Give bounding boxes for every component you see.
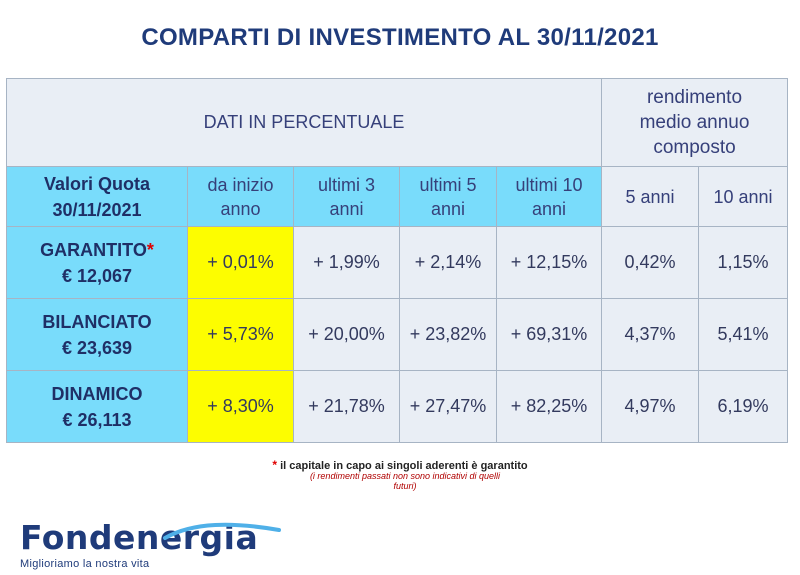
col-header-u3-line-1: ultimi 3 xyxy=(317,174,375,195)
col-header-inizio-anno: da inizio anno xyxy=(187,166,294,227)
col-header-u5-line-1: ultimi 5 xyxy=(419,174,477,195)
cell-ultimi-10: + 69,31% xyxy=(496,298,602,371)
col-header-ultimi-5: ultimi 5 anni xyxy=(399,166,497,227)
cell-inizio-anno: + 8,30% xyxy=(187,370,294,443)
asterisk-mark: * xyxy=(146,239,154,260)
header-right-line-1: rendimento xyxy=(646,87,743,108)
row-label-bilanciato: BILANCIATO € 23,639 xyxy=(6,298,188,371)
row-label-dinamico: DINAMICO € 26,113 xyxy=(6,370,188,443)
col-header-u10-line-2: anni xyxy=(531,198,567,219)
footnote-garantito: * il capitale in capo ai singoli aderent… xyxy=(0,458,800,472)
cell-composto-5: 4,37% xyxy=(601,298,699,371)
header-dati-percentuale: DATI IN PERCENTUALE xyxy=(6,78,602,167)
cell-composto-5: 4,97% xyxy=(601,370,699,443)
col-header-u5-line-2: anni xyxy=(430,198,466,219)
header-rendimento-composto: rendimento medio annuo composto xyxy=(601,78,788,167)
col-header-ultimi-3: ultimi 3 anni xyxy=(293,166,400,227)
table-row-bilanciato: BILANCIATO € 23,639 + 5,73% + 20,00% + 2… xyxy=(6,298,788,371)
disclaimer-line-2: futuri) xyxy=(393,481,417,491)
row-label-garantito: GARANTITO* € 12,067 xyxy=(6,226,188,299)
col-header-u3-line-2: anni xyxy=(329,198,364,219)
header-row-2: Valori Quota 30/11/2021 da inizio anno u… xyxy=(6,166,788,227)
col-header-10-anni: 10 anni xyxy=(698,166,788,227)
logo-tagline: Miglioriamo la nostra vita xyxy=(20,558,150,570)
cell-ultimi-5: + 2,14% xyxy=(399,226,497,299)
table-row-dinamico: DINAMICO € 26,113 + 8,30% + 21,78% + 27,… xyxy=(6,370,788,443)
row-name: GARANTITO xyxy=(40,239,147,260)
col-header-valori-quota: Valori Quota 30/11/2021 xyxy=(6,166,188,227)
row-quota: € 26,113 xyxy=(62,409,132,430)
col-header-inizio-line-2: anno xyxy=(220,198,261,219)
cell-ultimi-3: + 1,99% xyxy=(293,226,400,299)
row-quota: € 12,067 xyxy=(61,265,133,286)
header-right-line-2: medio annuo xyxy=(639,112,750,133)
col-header-valori-line-1: Valori Quota xyxy=(43,173,151,194)
disclaimer-line-1: (i rendimenti passati non sono indicativ… xyxy=(309,471,501,481)
logo-swoosh-icon xyxy=(163,522,281,540)
col-header-u10-line-1: ultimi 10 xyxy=(515,174,583,195)
cell-ultimi-3: + 20,00% xyxy=(293,298,400,371)
page-title: COMPARTI DI INVESTIMENTO AL 30/11/2021 xyxy=(141,24,659,51)
row-name: BILANCIATO xyxy=(42,311,152,332)
cell-composto-10: 5,41% xyxy=(698,298,788,371)
cell-inizio-anno: + 0,01% xyxy=(187,226,294,299)
cell-ultimi-10: + 12,15% xyxy=(496,226,602,299)
footnote-disclaimer: (i rendimenti passati non sono indicativ… xyxy=(130,471,680,491)
col-header-inizio-line-1: da inizio xyxy=(207,174,274,195)
col-header-5-anni: 5 anni xyxy=(601,166,699,227)
cell-ultimi-3: + 21,78% xyxy=(293,370,400,443)
investment-table: DATI IN PERCENTUALE rendimento medio ann… xyxy=(6,78,788,443)
cell-composto-10: 1,15% xyxy=(698,226,788,299)
table-row-garantito: GARANTITO* € 12,067 + 0,01% + 1,99% + 2,… xyxy=(6,226,788,299)
col-header-valori-line-2: 30/11/2021 xyxy=(52,199,142,220)
cell-ultimi-5: + 27,47% xyxy=(399,370,497,443)
cell-ultimi-5: + 23,82% xyxy=(399,298,497,371)
cell-inizio-anno: + 5,73% xyxy=(187,298,294,371)
cell-composto-10: 6,19% xyxy=(698,370,788,443)
col-header-ultimi-10: ultimi 10 anni xyxy=(496,166,602,227)
row-quota: € 23,639 xyxy=(61,337,133,358)
fondenergia-logo: Fondenergia Miglioriamo la nostra vita xyxy=(20,520,281,570)
header-row-1: DATI IN PERCENTUALE rendimento medio ann… xyxy=(6,78,788,167)
header-right-line-3: composto xyxy=(653,137,736,158)
cell-composto-5: 0,42% xyxy=(601,226,699,299)
row-name: DINAMICO xyxy=(51,383,143,404)
cell-ultimi-10: + 82,25% xyxy=(496,370,602,443)
footnote-text: il capitale in capo ai singoli aderenti … xyxy=(280,460,528,472)
footnote-asterisk: * xyxy=(272,458,278,472)
